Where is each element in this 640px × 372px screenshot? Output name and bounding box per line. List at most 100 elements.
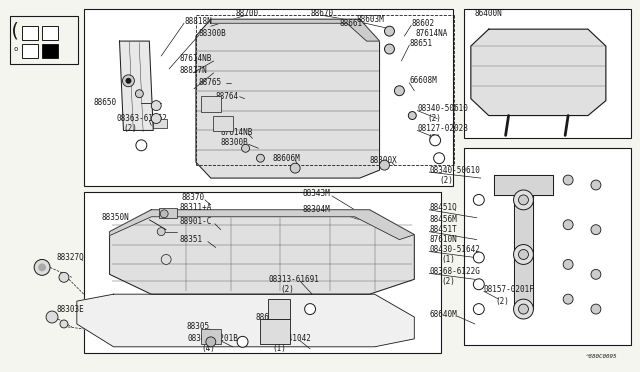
Polygon shape <box>109 210 414 294</box>
Text: 88351: 88351 <box>179 235 202 244</box>
Circle shape <box>136 90 143 98</box>
Bar <box>464 148 630 345</box>
Circle shape <box>591 304 601 314</box>
Text: 88764: 88764 <box>216 92 239 101</box>
Text: 88300X: 88300X <box>370 156 397 165</box>
Polygon shape <box>493 175 553 309</box>
Circle shape <box>237 336 248 347</box>
Polygon shape <box>77 294 414 347</box>
Text: 88817N: 88817N <box>179 66 207 76</box>
Polygon shape <box>120 41 153 131</box>
Circle shape <box>563 175 573 185</box>
Bar <box>22 44 38 58</box>
Text: 88300B: 88300B <box>199 29 227 38</box>
Circle shape <box>563 259 573 269</box>
Text: (1): (1) <box>441 255 455 264</box>
Text: 88603M: 88603M <box>356 15 385 24</box>
Text: 88311+A: 88311+A <box>179 203 211 212</box>
Polygon shape <box>109 210 414 240</box>
Text: (2): (2) <box>280 285 294 294</box>
Text: S: S <box>241 339 244 344</box>
Text: S: S <box>140 143 143 148</box>
Bar <box>201 329 221 344</box>
Text: 88303E: 88303E <box>57 305 84 314</box>
Polygon shape <box>211 19 380 41</box>
Text: 88304M: 88304M <box>302 205 330 214</box>
Circle shape <box>257 154 264 162</box>
Text: (: ( <box>10 22 21 41</box>
Circle shape <box>206 337 216 347</box>
Polygon shape <box>196 19 380 178</box>
Text: (2): (2) <box>495 296 509 306</box>
Text: 88456M: 88456M <box>429 215 457 224</box>
Circle shape <box>474 252 484 263</box>
Text: B: B <box>477 307 481 312</box>
Bar <box>201 96 221 112</box>
Circle shape <box>591 180 601 190</box>
Bar <box>22 26 38 40</box>
Text: 08363-8201B: 08363-8201B <box>187 334 238 343</box>
Text: 88451Q: 88451Q <box>429 203 457 212</box>
Text: 88606M: 88606M <box>273 154 300 163</box>
Circle shape <box>46 311 58 323</box>
Bar <box>213 116 233 131</box>
Circle shape <box>591 225 601 235</box>
Text: (2): (2) <box>427 134 441 143</box>
Circle shape <box>385 26 394 36</box>
Text: 08340-50610: 08340-50610 <box>417 104 468 113</box>
Circle shape <box>408 112 416 119</box>
Circle shape <box>518 195 529 205</box>
Text: 88451T: 88451T <box>429 225 457 234</box>
Circle shape <box>34 259 50 275</box>
Circle shape <box>59 272 69 282</box>
Circle shape <box>474 195 484 205</box>
Circle shape <box>151 113 161 124</box>
Bar <box>464 9 630 138</box>
Text: S: S <box>477 255 481 260</box>
Text: 68640M: 68640M <box>429 310 457 318</box>
Circle shape <box>241 144 250 152</box>
Circle shape <box>513 299 533 319</box>
Text: 88300B: 88300B <box>221 138 248 147</box>
Text: 88901-C: 88901-C <box>179 217 211 226</box>
Text: 88327Q: 88327Q <box>57 253 84 262</box>
Text: 88602: 88602 <box>412 19 435 28</box>
Text: 08157-0201F: 08157-0201F <box>484 285 534 294</box>
Circle shape <box>151 101 161 110</box>
Polygon shape <box>471 29 606 116</box>
Circle shape <box>563 220 573 230</box>
Circle shape <box>136 140 147 151</box>
Text: 88670: 88670 <box>310 9 333 18</box>
Circle shape <box>385 44 394 54</box>
Bar <box>268 299 290 319</box>
Circle shape <box>161 254 171 264</box>
Text: (2): (2) <box>441 277 455 286</box>
Circle shape <box>563 294 573 304</box>
Bar <box>153 119 167 128</box>
Text: 08368-6122G: 08368-6122G <box>429 267 480 276</box>
Circle shape <box>60 320 68 328</box>
Text: ^880C0095: ^880C0095 <box>586 354 618 359</box>
Text: 88343M: 88343M <box>302 189 330 198</box>
Text: 08340-50610: 08340-50610 <box>429 166 480 174</box>
Text: 08310-41042: 08310-41042 <box>260 334 311 343</box>
Text: S: S <box>477 198 481 202</box>
Bar <box>159 208 177 218</box>
Circle shape <box>380 160 390 170</box>
Text: o: o <box>13 46 17 52</box>
Text: S: S <box>433 138 436 143</box>
Text: 08313-61691: 08313-61691 <box>268 275 319 284</box>
Bar <box>84 9 453 186</box>
Text: 08127-02028: 08127-02028 <box>417 124 468 133</box>
Text: 88661-: 88661- <box>340 19 367 28</box>
Text: 88600H: 88600H <box>255 312 284 321</box>
Circle shape <box>160 210 168 218</box>
Circle shape <box>122 75 134 87</box>
Circle shape <box>429 135 440 146</box>
Text: B: B <box>438 156 441 161</box>
Text: 88350N: 88350N <box>102 213 129 222</box>
Bar <box>42 26 58 40</box>
Text: (2): (2) <box>124 124 138 133</box>
Circle shape <box>305 304 316 315</box>
Circle shape <box>38 263 46 271</box>
